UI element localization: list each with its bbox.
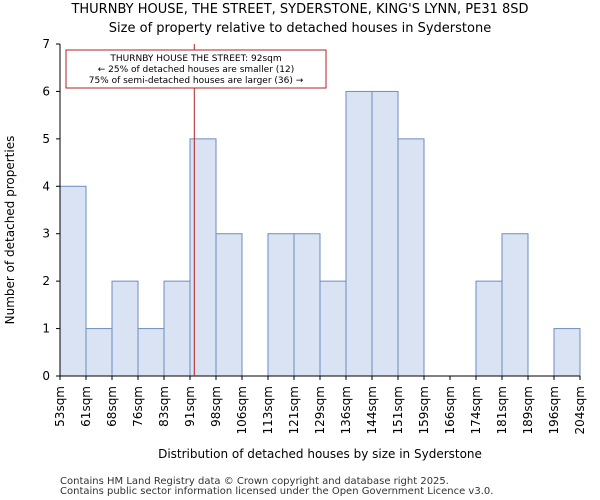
bar-53sqm [59, 185, 87, 377]
x-tick-label: 151sqm [391, 386, 405, 434]
bar-136sqm [345, 90, 373, 377]
y-tick-label: 3 [42, 227, 50, 241]
x-tick-label: 189sqm [521, 386, 535, 434]
x-tick-label: 76sqm [131, 386, 145, 427]
chart-subtitle: Size of property relative to detached ho… [108, 21, 492, 36]
bar-68sqm [111, 280, 139, 377]
y-tick-label: 5 [42, 132, 50, 146]
x-tick-label: 204sqm [573, 386, 587, 434]
x-tick-label: 144sqm [365, 386, 379, 434]
x-tick-label: 106sqm [235, 386, 249, 434]
bar-113sqm [267, 233, 295, 377]
footer-line-2: Contains public sector information licen… [60, 486, 494, 497]
x-tick-label: 113sqm [261, 386, 275, 434]
annotation-line: THURNBY HOUSE THE STREET: 92sqm [109, 54, 281, 64]
bar-151sqm [397, 138, 425, 377]
y-tick-label: 6 [42, 84, 50, 98]
x-tick-label: 121sqm [287, 386, 301, 434]
x-tick-label: 98sqm [209, 386, 223, 427]
bar-83sqm [163, 280, 191, 377]
x-tick-label: 166sqm [443, 386, 457, 434]
x-tick-label: 61sqm [79, 386, 93, 427]
x-tick-label: 196sqm [547, 386, 561, 434]
bar-144sqm [371, 90, 399, 377]
bar-174sqm [475, 280, 503, 377]
chart-title: THURNBY HOUSE, THE STREET, SYDERSTONE, K… [71, 2, 529, 17]
bar-61sqm [85, 328, 113, 377]
y-tick-label: 2 [42, 274, 50, 288]
y-tick-label: 7 [42, 37, 50, 51]
bar-196sqm [553, 328, 581, 377]
x-tick-label: 181sqm [495, 386, 509, 434]
x-tick-label: 159sqm [417, 386, 431, 434]
x-axis-label: Distribution of detached houses by size … [158, 447, 482, 461]
y-tick-label: 1 [42, 322, 50, 336]
x-tick-label: 129sqm [313, 386, 327, 434]
annotation-box [65, 49, 327, 89]
bar-181sqm [501, 233, 529, 377]
bar-121sqm [293, 233, 321, 377]
x-tick-label: 68sqm [105, 386, 119, 427]
bar-76sqm [137, 328, 165, 377]
footer-line-1: Contains HM Land Registry data © Crown c… [60, 476, 449, 487]
annotation-line: ← 25% of detached houses are smaller (12… [98, 65, 295, 75]
x-tick-label: 174sqm [469, 386, 483, 434]
annotation-line: 75% of semi-detached houses are larger (… [89, 76, 304, 86]
y-axis-label: Number of detached properties [3, 136, 17, 325]
bar-129sqm [319, 280, 347, 377]
x-tick-label: 83sqm [157, 386, 171, 427]
x-tick-label: 136sqm [339, 386, 353, 434]
bar-98sqm [215, 233, 243, 377]
y-tick-label: 0 [42, 369, 50, 383]
y-tick-label: 4 [42, 179, 50, 193]
x-tick-label: 91sqm [183, 386, 197, 427]
x-tick-label: 53sqm [53, 386, 67, 427]
